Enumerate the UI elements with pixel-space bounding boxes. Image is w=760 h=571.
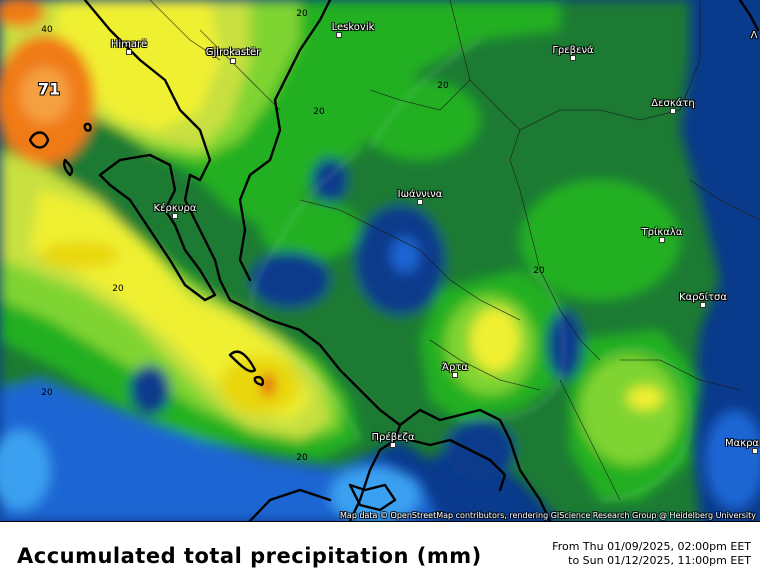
precip-blue-pocket-4 — [250, 252, 330, 308]
precip-blue-pocket-3 — [312, 158, 348, 202]
precip-west-blue — [0, 380, 440, 521]
period-from: From Thu 01/09/2025, 02:00pm EET — [552, 540, 751, 553]
city-label-trikala[interactable]: Τρίκαλα — [641, 227, 683, 238]
city-dot-grevena — [570, 55, 576, 61]
city-dot-arta — [452, 372, 458, 378]
contour-label-20-d: 20 — [533, 266, 545, 276]
precip-light-green-se — [580, 355, 680, 465]
city-label-makra[interactable]: Μακρα — [724, 438, 760, 449]
city-label-leskovik[interactable]: Leskovik — [331, 22, 375, 33]
contour-label-20-c: 20 — [313, 107, 325, 117]
city-label-grevena[interactable]: Γρεβενά — [552, 45, 594, 56]
city-dot-karditsa — [700, 302, 706, 308]
city-dot-gjirokaster — [230, 58, 236, 64]
precip-pale-yellow-west — [40, 241, 120, 269]
city-label-himare[interactable]: Himarë — [110, 39, 148, 50]
contour-label-20-b: 20 — [437, 81, 449, 91]
contour-label-20-e: 20 — [112, 284, 124, 294]
contour-label-40: 40 — [41, 25, 53, 35]
city-label-karditsa[interactable]: Καρδίτσα — [679, 292, 727, 303]
city-dot-deskati — [670, 108, 676, 114]
city-label-ioannina[interactable]: Ιωάννινα — [397, 189, 443, 200]
contour-label-20-g: 20 — [296, 453, 308, 463]
precipitation-map[interactable] — [0, 0, 760, 521]
city-label-kerkyra[interactable]: Κέρκυρα — [153, 203, 197, 214]
city-dot-makra — [752, 448, 758, 454]
city-label-preveza[interactable]: Πρέβεζα — [371, 432, 415, 443]
city-dot-trikala — [659, 237, 665, 243]
city-dot-himare — [126, 49, 132, 55]
contour-label-20-f: 20 — [41, 388, 53, 398]
precip-orange-top — [0, 0, 45, 27]
precip-blue-pocket-7 — [705, 410, 760, 510]
precip-green-east — [520, 180, 680, 300]
city-label-deskati[interactable]: Δεσκάτη — [651, 98, 695, 109]
max-precip-value: 71 — [37, 79, 61, 99]
map-attribution: Map data © OpenStreetMap contributors, r… — [340, 511, 756, 520]
city-dot-ioannina — [417, 199, 423, 205]
city-label-gjirokaster[interactable]: Gjirokastër — [205, 47, 261, 58]
contour-label-20-a: 20 — [296, 9, 308, 19]
precip-yellow-arta — [470, 308, 520, 372]
city-label-arta[interactable]: Άρτα — [442, 362, 468, 373]
map-title: Accumulated total precipitation (mm) — [17, 544, 482, 568]
precip-blue-pocket-5 — [130, 365, 170, 415]
precip-light-blue-south — [330, 467, 420, 521]
footer: Accumulated total precipitation (mm) Fro… — [0, 521, 760, 571]
precip-red-orange-max — [20, 67, 70, 123]
precip-green-east2 — [360, 80, 480, 160]
precip-orange-spot — [261, 373, 275, 397]
time-period: From Thu 01/09/2025, 02:00pm EET to Sun … — [552, 540, 751, 568]
city-dot-preveza — [390, 442, 396, 448]
precip-light-blue-sw — [0, 430, 50, 510]
precip-blue-pocket-6 — [445, 420, 515, 480]
city-dot-leskovik — [336, 32, 342, 38]
period-to: to Sun 01/12/2025, 11:00pm EET — [568, 554, 751, 567]
precip-blue-pocket-2 — [547, 310, 583, 380]
precip-yellow-se — [627, 386, 663, 410]
precip-green-ioannina — [260, 200, 360, 260]
city-dot-kerkyra — [172, 213, 178, 219]
city-label-edge-top-right: Λ — [750, 30, 758, 41]
